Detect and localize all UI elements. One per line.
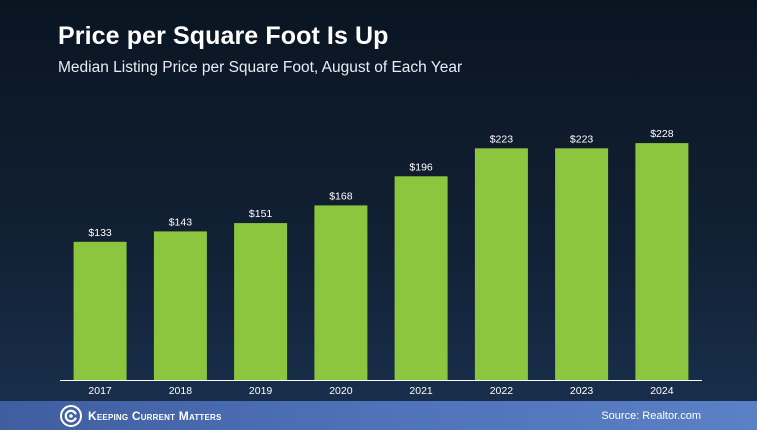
x-tick-label-2021: 2021 — [409, 385, 433, 397]
x-tick-label-2018: 2018 — [169, 385, 193, 397]
kcm-logo-icon — [60, 405, 82, 427]
bar-2022 — [474, 148, 528, 380]
brand-name: Keeping Current Matters — [88, 409, 222, 423]
bar-2020 — [314, 205, 368, 380]
data-label-2023: $223 — [570, 133, 594, 145]
data-label-2024: $228 — [650, 128, 674, 140]
data-label-2018: $143 — [169, 216, 193, 228]
bar-2019 — [234, 223, 288, 380]
chart-title: Price per Square Foot Is Up — [58, 22, 389, 50]
bar-chart: $133 2017 $143 2018 $151 2019 $168 2020 $196 2021… — [73, 128, 689, 397]
data-label-2022: $223 — [490, 133, 514, 145]
data-label-2020: $168 — [329, 190, 353, 202]
data-label-2021: $196 — [409, 161, 433, 173]
x-tick-label-2020: 2020 — [329, 385, 353, 397]
x-tick-label-2022: 2022 — [490, 385, 514, 397]
chart-subtitle: Median Listing Price per Square Foot, Au… — [58, 59, 463, 76]
bar-2017 — [73, 241, 127, 380]
bar-2024 — [635, 143, 689, 380]
x-tick-label-2024: 2024 — [650, 385, 674, 397]
data-label-2019: $151 — [249, 208, 273, 220]
footer-bar: Keeping Current Matters Source: Realtor.… — [0, 401, 757, 430]
bar-2021 — [394, 176, 448, 380]
x-tick-label-2019: 2019 — [249, 385, 273, 397]
data-label-2017: $133 — [88, 227, 112, 239]
bar-2023 — [555, 148, 609, 380]
bar-2018 — [153, 231, 207, 380]
x-tick-label-2023: 2023 — [570, 385, 594, 397]
source-note: Source: Realtor.com — [601, 410, 701, 422]
x-tick-label-2017: 2017 — [88, 385, 112, 397]
